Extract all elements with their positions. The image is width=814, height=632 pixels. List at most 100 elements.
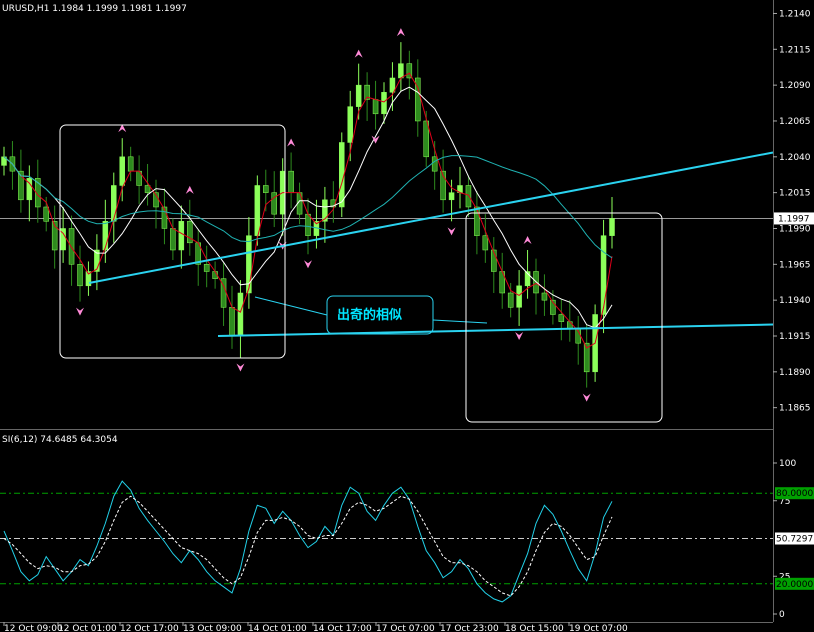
price-tick-label: 1.1965 [779,260,811,270]
rsi-slow-line [3,495,613,597]
time-tick-label: 17 Oct 07:00 [376,624,435,632]
candle-body [60,228,66,251]
candle-body [482,235,489,251]
time-tick-label: 12 Oct 01:00 [58,624,117,632]
candle-body [372,99,379,115]
rsi-tick-label: 25 [779,572,790,582]
current-price-tag [774,212,814,225]
candle-body [431,156,438,172]
candle-body [94,249,100,272]
fractal-down-marker [236,363,245,372]
candle-body [322,199,328,222]
fractal-down-marker [515,331,524,340]
ma-slow-line [3,155,613,259]
annotation-leader-right [432,319,488,324]
fractal-down-marker [371,135,380,144]
price-tick-label: 1.2065 [779,117,811,127]
fractal-down-marker [304,260,312,269]
candle-body [26,178,33,201]
candle-body [246,235,252,294]
candle-body [127,156,134,172]
price-tick-label: 1.2090 [779,81,811,91]
candle-body [144,185,151,193]
time-tick-label: 19 Oct 07:00 [569,624,628,632]
symbol-header: URUSD,H1 1.1984 1.1999 1.1981 1.1997 [2,4,187,14]
rsi-level-tag [775,577,814,590]
candle-body [237,292,244,337]
price-tick-label: 1.2140 [779,9,811,19]
fractal-up-marker [287,138,296,147]
rsi-level-label: 50.7297 [776,535,813,545]
candle-body [203,264,210,272]
price-tick-label: 1.1890 [779,368,811,378]
rsi-level-tag [775,487,814,500]
fractal-down-marker [76,307,84,316]
candle-body [583,342,590,373]
price-pane [0,28,774,402]
fractal-down-marker [582,393,591,402]
candle-body [541,292,548,301]
candle-body [18,170,24,201]
fractal-down-marker [447,227,456,236]
rsi-level-label: 20.0000 [776,580,813,590]
candle-body [330,199,337,208]
candle-body [600,235,607,315]
candle-body [263,185,269,193]
price-tick-label: 1.1865 [779,404,811,414]
trendline [217,323,774,337]
candle-body [51,221,58,251]
ma-fast-line [3,72,613,349]
candle-body [254,185,261,236]
candle-body [491,249,497,272]
candle-body [77,264,83,287]
ma-mid-line [3,86,613,329]
time-tick-label: 18 Oct 15:00 [505,624,564,632]
candle-body [187,221,193,244]
current-price-label: 1.1997 [778,214,810,224]
price-tick-label: 1.1940 [779,296,811,306]
rsi-pane [0,480,773,603]
candle-body [355,84,362,107]
price-tick-label: 1.2015 [779,189,811,199]
candle-body [448,192,455,201]
candle-body [339,142,345,208]
candle-body [288,170,294,193]
candle-body [507,292,514,308]
candle-body [465,185,472,208]
candle-body [85,271,92,287]
time-tick-label: 12 Oct 17:00 [120,624,179,632]
candle-body [440,170,446,201]
candle-body [170,228,176,251]
candle-body [550,299,556,315]
pattern-box-right [465,212,663,423]
time-tick-label: 17 Oct 23:00 [440,624,499,632]
time-tick-label: 14 Oct 01:00 [248,624,307,632]
candle-body [178,221,185,251]
candle-body [516,285,522,308]
time-tick-label: 14 Oct 17:00 [313,624,372,632]
fractal-up-marker [354,49,363,58]
trendline [88,151,774,284]
time-tick-label: 12 Oct 09:00 [4,624,63,632]
candle-body [102,221,109,251]
candle-body [389,77,396,93]
fractal-up-marker [396,28,405,37]
candle-body [229,307,235,337]
rsi-tick-label: 0 [779,610,785,620]
rsi-header: SI(6,12) 74.6485 64.3054 [2,435,118,445]
rsi-level-label: 80.0000 [776,489,813,499]
price-tick-label: 1.1990 [779,224,811,234]
candle-body [381,92,387,115]
candle-body [68,228,75,265]
pattern-box-left [59,124,286,359]
candle-body [609,218,615,236]
candle-body [423,120,429,158]
fractal-up-marker [523,235,532,244]
rsi-fast-line [3,480,613,603]
candle-body [161,206,168,229]
axes: 1.2140 1.2115 1.2090 1.2065 1.2040 1.2015 1.19… [3,9,814,632]
annotation-text: 出奇的相似 [337,307,402,323]
candle-body [415,77,421,122]
candle-body [35,178,41,208]
